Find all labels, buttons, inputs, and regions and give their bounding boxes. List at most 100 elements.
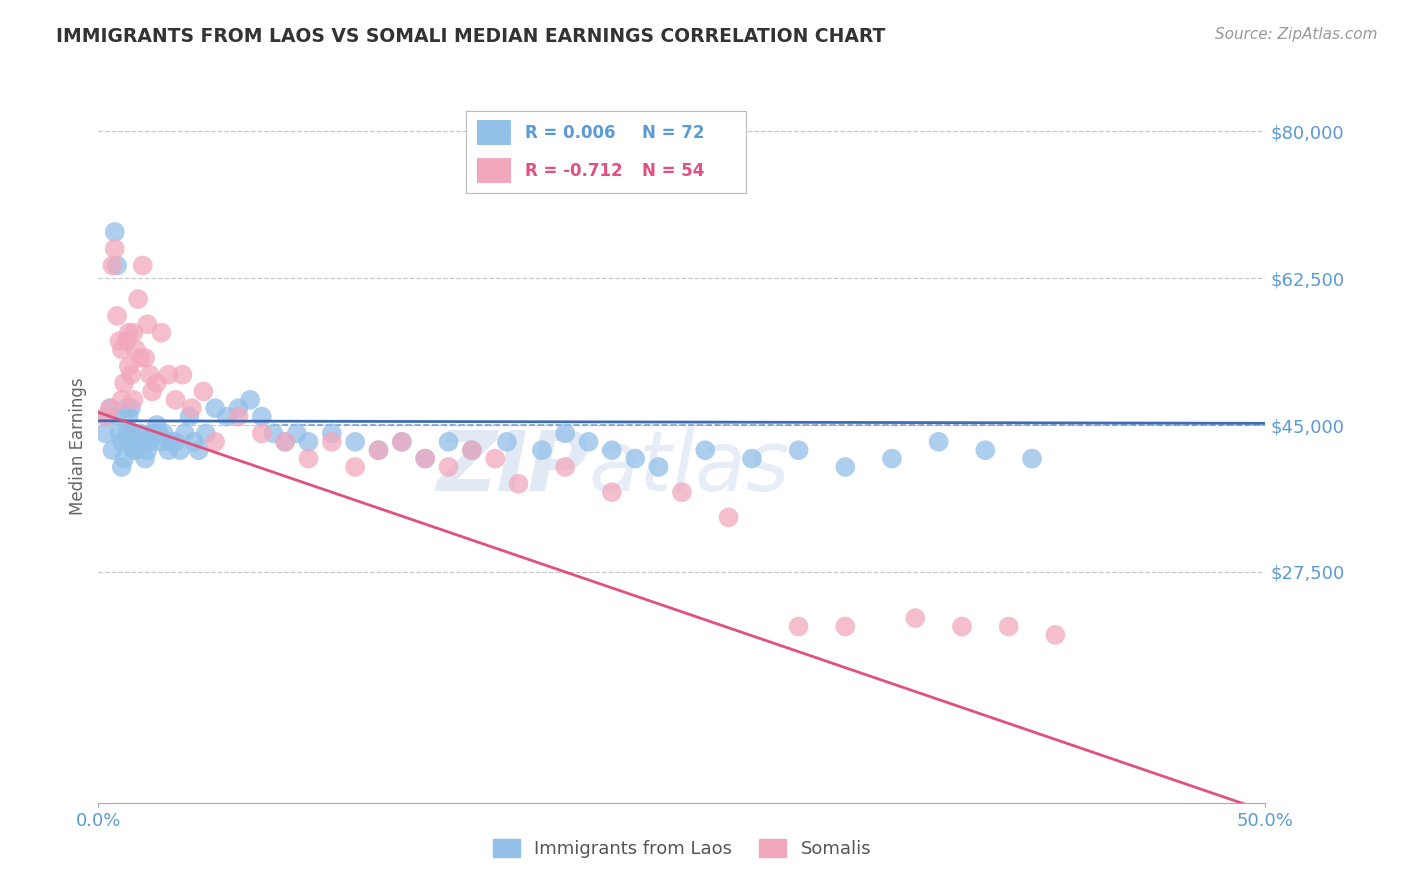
Point [157,443,180,458]
Point [204,401,226,416]
Point [104,225,127,239]
Point [321,426,343,441]
Point [461,443,484,458]
Point [139,368,162,382]
Point [228,401,250,416]
Point [391,434,413,449]
Point [129,351,152,365]
Point [180,401,202,416]
Legend: Immigrants from Laos, Somalis: Immigrants from Laos, Somalis [485,831,879,865]
Point [122,392,145,407]
Point [671,485,693,500]
Point [112,451,135,466]
Point [344,460,367,475]
Point [173,426,195,441]
Point [250,409,273,424]
Point [624,451,647,466]
Point [127,292,149,306]
Point [125,343,148,357]
Point [297,451,319,466]
Point [215,409,238,424]
Point [122,326,145,340]
Point [101,259,124,273]
Point [274,434,297,449]
Point [484,451,506,466]
Point [1045,628,1067,642]
Point [105,309,128,323]
Point [274,434,297,449]
Point [717,510,740,524]
Point [94,426,117,441]
Point [228,409,250,424]
Point [115,426,138,441]
Point [118,326,141,340]
Point [152,426,174,441]
Point [165,434,187,449]
Point [530,443,553,458]
Point [120,368,142,382]
Point [187,443,209,458]
Point [437,460,460,475]
Point [139,434,162,449]
Point [111,343,134,357]
Point [974,443,997,458]
Point [193,384,215,399]
Point [834,619,856,633]
Point [104,242,127,256]
Point [179,409,201,424]
Point [105,409,128,424]
Point [787,619,810,633]
Text: IMMIGRANTS FROM LAOS VS SOMALI MEDIAN EARNINGS CORRELATION CHART: IMMIGRANTS FROM LAOS VS SOMALI MEDIAN EA… [56,27,886,45]
Point [136,318,159,332]
Point [94,409,117,424]
Point [118,409,141,424]
Point [98,401,121,416]
Point [134,451,156,466]
Point [508,476,530,491]
Point [262,426,284,441]
Point [159,434,181,449]
Point [150,434,173,449]
Text: atlas: atlas [589,427,790,508]
Point [108,426,131,441]
Point [880,451,903,466]
Point [496,434,519,449]
Point [578,434,600,449]
Point [141,426,163,441]
Point [108,334,131,348]
Point [172,368,194,382]
Point [127,434,149,449]
Point [122,426,145,441]
Point [600,485,623,500]
Point [695,443,717,458]
Point [928,434,950,449]
Point [344,434,367,449]
Point [169,443,191,458]
Point [194,426,217,441]
Y-axis label: Median Earnings: Median Earnings [69,377,87,515]
Point [950,619,973,633]
Point [98,401,121,416]
Point [647,460,669,475]
Point [285,426,308,441]
Point [997,619,1019,633]
Point [132,259,155,273]
Point [120,401,142,416]
Point [183,434,205,449]
Point [143,426,166,441]
Point [554,460,576,475]
Point [120,426,142,441]
Point [554,426,576,441]
Point [165,392,187,407]
Point [321,434,343,449]
Point [600,443,623,458]
Point [125,443,148,458]
Point [904,611,927,625]
Point [461,443,484,458]
Point [111,460,134,475]
Point [118,359,141,374]
Point [367,443,389,458]
Point [1021,451,1043,466]
Point [134,351,156,365]
Point [101,443,124,458]
